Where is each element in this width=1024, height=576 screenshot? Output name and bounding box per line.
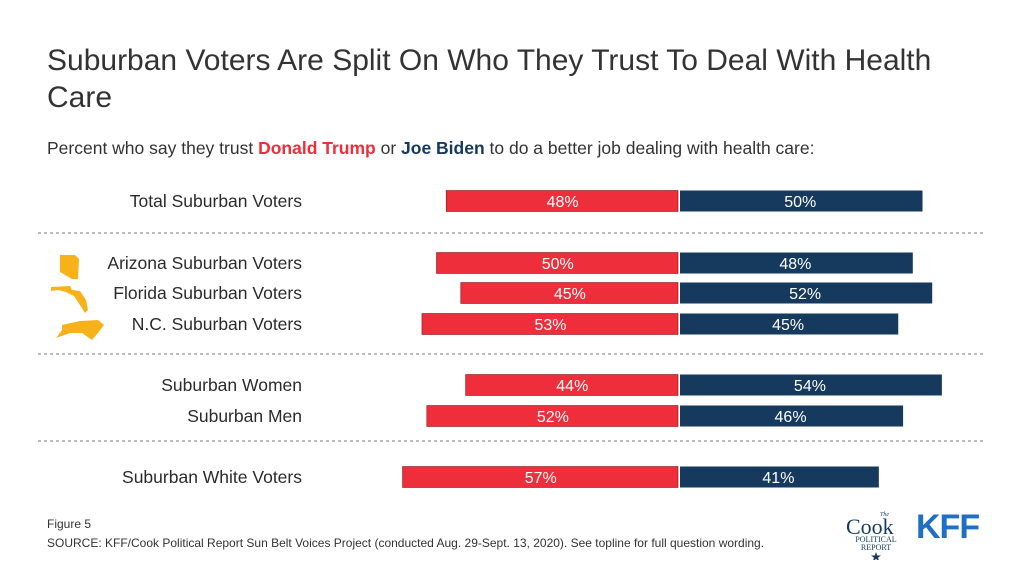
biden-bar-1 [680, 190, 923, 212]
cook-logo-sub2: REPORT [861, 543, 891, 552]
trump-bar-3 [460, 282, 679, 304]
biden-value-label-2: 48% [779, 256, 811, 273]
biden-value-label-5: 54% [794, 378, 826, 395]
row-label-7: Suburban White Voters [122, 467, 302, 487]
trump-bar-4 [421, 313, 679, 335]
cook-logo-the: The [880, 512, 889, 518]
biden-bar-6 [680, 405, 904, 427]
row-label-2: Arizona Suburban Voters [107, 253, 302, 273]
north-carolina-icon [56, 320, 104, 340]
biden-bar-4 [680, 313, 899, 335]
trump-value-label-2: 50% [542, 256, 574, 273]
subtitle-middle: or [375, 138, 402, 158]
florida-icon [51, 286, 88, 313]
row-label-1: Total Suburban Voters [130, 191, 302, 211]
biden-value-label-6: 46% [775, 409, 807, 426]
trump-bar-5 [465, 374, 679, 396]
biden-bar-3 [680, 282, 933, 304]
trump-value-label-3: 45% [554, 286, 586, 303]
row-label-4: N.C. Suburban Voters [132, 314, 302, 334]
trump-bar-1 [445, 190, 679, 212]
figure-number: Figure 5 [47, 517, 92, 531]
biden-value-label-7: 41% [762, 470, 794, 487]
trump-value-label-7: 57% [525, 470, 557, 487]
biden-value-label-3: 52% [789, 286, 821, 303]
biden-bar-7 [680, 466, 879, 488]
cook-logo-sub1: POLITICAL [855, 535, 896, 544]
chart-subtitle: Percent who say they trust Donald Trump … [47, 138, 814, 159]
subtitle-trump: Donald Trump [258, 138, 376, 158]
trump-bar-2 [436, 252, 679, 274]
subtitle-prefix: Percent who say they trust [47, 138, 259, 158]
diverging-bar-chart: Total Suburban Voters 48% 50% Arizona Subur… [38, 190, 986, 488]
cook-logo-main: Cook [846, 514, 894, 539]
trump-value-label-6: 52% [537, 409, 569, 426]
trump-value-label-5: 44% [556, 378, 588, 395]
row-label-3: Florida Suburban Voters [113, 283, 302, 303]
subtitle-biden: Joe Biden [401, 138, 485, 158]
biden-value-label-4: 45% [772, 317, 804, 334]
trump-bar-7 [402, 466, 679, 488]
chart-title: Suburban Voters Are Split On Who They Tr… [47, 44, 932, 114]
source-note: SOURCE: KFF/Cook Political Report Sun Be… [47, 536, 765, 550]
kff-logo: KFF [916, 508, 980, 546]
biden-bar-2 [680, 252, 913, 274]
trump-value-label-1: 48% [547, 194, 579, 211]
biden-bar-5 [680, 374, 942, 396]
arizona-icon [60, 255, 79, 279]
trump-value-label-4: 53% [534, 317, 566, 334]
cook-political-report-logo: The Cook POLITICAL REPORT [846, 512, 897, 560]
trump-bar-6 [426, 405, 679, 427]
subtitle-suffix: to do a better job dealing with health c… [484, 138, 815, 158]
biden-value-label-1: 50% [784, 194, 816, 211]
row-label-6: Suburban Men [187, 406, 302, 426]
star-icon [871, 552, 881, 560]
row-label-5: Suburban Women [161, 375, 302, 395]
